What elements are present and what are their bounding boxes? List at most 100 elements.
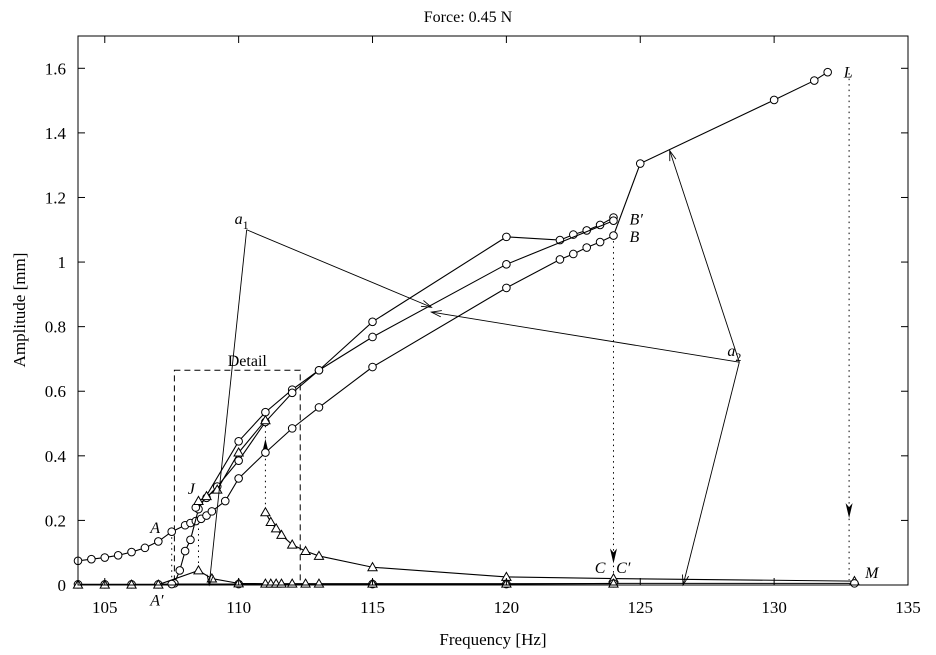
data-point-circle [154,537,163,546]
data-point-triangle [193,495,204,505]
y-tick-label: 0.4 [45,447,67,466]
data-point-triangle [193,564,204,575]
x-tick-label: 110 [226,598,251,617]
data-point-triangle [233,446,245,457]
data-point-circle [140,543,150,553]
data-point-circle [314,403,324,412]
data-point-circle [314,365,324,375]
data-point-circle [595,237,605,247]
data-point-circle [823,67,832,77]
x-tick-label: 120 [494,598,520,617]
data-point-circle [502,232,511,242]
data-point-circle [175,566,185,575]
leader-label: a2 [727,343,741,364]
data-point-triangle [286,578,298,588]
x-tick-label: 130 [761,598,787,617]
chart-title: Force: 0.45 N [424,9,513,26]
y-tick-label: 1 [58,253,67,272]
data-point-circle [113,550,123,560]
data-point-circle [555,255,565,264]
x-tick-label: 125 [628,598,654,617]
leader-label-subscript: 1 [243,218,249,232]
data-point-triangle [300,578,312,588]
point-annotation: M [864,565,880,582]
data-point-triangle [276,529,287,539]
data-point-triangle [265,516,277,526]
leader-label: a1 [235,211,249,232]
axis-ticks: 105 110 115 120 125 130 135 0 0.2 0.4 0.6 0.8 1 1.2 1.… [45,36,921,617]
data-point-circle [287,424,297,433]
data-point-circle [609,231,618,240]
leader-line [682,362,740,586]
y-tick-label: 0.8 [45,318,66,337]
point-annotation: A′ [149,593,164,610]
series-line [264,512,855,582]
data-point-triangle [201,490,212,501]
y-tick-label: 1.2 [45,188,66,207]
data-point-circle [186,535,195,545]
leader-line [208,229,248,586]
data-point-triangle [313,578,325,588]
point-annotation: L [843,65,853,82]
series-line [195,220,614,508]
data-point-circle [100,553,110,562]
point-annotation: J [188,481,196,498]
y-tick-label: 0.6 [45,382,66,401]
detail-label: Detail [228,353,268,370]
data-point-circle [368,362,377,372]
point-annotation: B [630,229,640,246]
data-point-circle [207,507,217,516]
data-point-circle [167,527,177,537]
data-point-circle [261,448,270,457]
data-point-circle [569,249,578,259]
y-tick-label: 1.4 [45,124,67,143]
data-point-circle [234,456,243,465]
data-point-circle [609,216,618,226]
data-point-circle [234,474,243,483]
data-point-triangle [152,579,164,589]
data-point-circle [368,317,377,327]
data-point-circle [582,243,592,252]
data-point-circle [769,95,779,105]
data-point-triangle [313,550,325,560]
x-tick-label: 115 [360,598,385,617]
jump-arrow [845,503,853,519]
data-point-triangle [270,522,282,533]
data-point-circle [220,496,230,506]
data-point-triangle [300,545,312,556]
data-point-circle [234,436,243,446]
plot-frame [77,35,909,586]
data-point-triangle [259,414,271,425]
data-point-circle [287,388,297,398]
x-tick-label: 135 [895,598,921,617]
y-tick-label: 0 [58,576,67,595]
data-point-circle [127,547,136,557]
x-axis-label: Frequency [Hz] [439,630,546,649]
leader-line [431,311,740,363]
x-tick-label: 105 [92,598,118,617]
jump-arrow [609,548,617,564]
data-point-triangle [126,579,138,589]
point-annotation: C′ [616,560,631,577]
leader-label-main: a [235,211,243,228]
leader-line [669,150,740,363]
leader-arrow [420,300,433,308]
y-tick-label: 1.6 [45,59,66,78]
data-point-circle [635,159,645,168]
data-point-circle [502,260,511,269]
data-point-triangle [259,506,271,517]
data-point-circle [809,76,819,85]
data-point-circle [368,332,377,342]
leader-line [246,229,432,308]
series-line [173,217,614,584]
leader-arrow [429,310,442,318]
data-point-circle [850,579,859,588]
leader-arrow [669,149,677,162]
data-point-triangle [286,539,298,549]
leader-label-main: a [727,343,735,360]
data-point-circle [180,546,190,556]
y-axis-label: Amplitude [mm] [10,253,29,368]
leader-label-subscript: 2 [735,350,741,364]
